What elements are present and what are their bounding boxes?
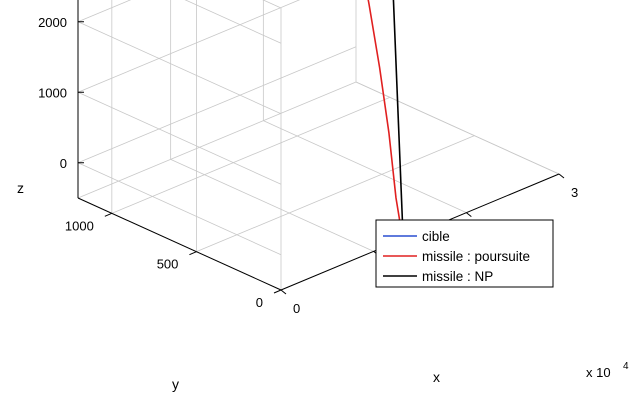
- grid-line-y-floor: [111, 96, 390, 214]
- box-edge: [77, 81, 357, 199]
- grid-line-z-left: [184, 0, 282, 44]
- y-axis-line: [77, 197, 282, 291]
- box-edge: [355, 81, 560, 175]
- y-tick-mark: [104, 212, 113, 217]
- x-tick-label: 0: [293, 301, 300, 316]
- y-tick-label: 0: [256, 295, 263, 310]
- z-tick-label: 1000: [38, 85, 67, 100]
- x-tick-mark: [558, 173, 565, 179]
- y-tick-label: 1000: [65, 218, 94, 233]
- z-tick-label: 2000: [38, 15, 67, 30]
- series-line-missile-poursuite: [367, 0, 405, 243]
- y-tick-mark: [189, 251, 197, 256]
- legend-label: missile : NP: [422, 269, 493, 284]
- y-axis-label: y: [172, 376, 179, 392]
- grid-line-x-floor: [263, 120, 467, 214]
- grid-line-z-back: [77, 0, 301, 93]
- z-tick-label: 0: [60, 156, 67, 171]
- series-line-missile-np: [392, 0, 405, 243]
- y-tick-mark: [273, 289, 282, 294]
- x-tick-label: 3: [571, 185, 578, 200]
- grid-line-z-left: [77, 91, 282, 185]
- box-edge: [262, 0, 282, 9]
- x-tick-mark: [466, 212, 472, 218]
- grid-line-z-left: [77, 162, 282, 256]
- x-exponent: x 10 4: [586, 361, 629, 380]
- legend: cible missile : poursuite missile : NP: [375, 219, 554, 288]
- x-tick-mark: [280, 289, 287, 295]
- x-axis-label: x: [433, 369, 440, 385]
- grid-line-x-floor: [170, 158, 374, 252]
- z-axis-label: z: [17, 180, 24, 196]
- legend-label: missile : poursuite: [422, 249, 530, 264]
- grid-line-z-left: [77, 21, 282, 115]
- y-tick-label: 500: [157, 257, 179, 272]
- grid-line-z-back: [77, 0, 132, 23]
- grid-line-y-floor: [196, 135, 475, 253]
- legend-label: cible: [422, 229, 450, 244]
- x-exponent-power: 4: [623, 361, 629, 372]
- x-exponent-label: x 10: [586, 365, 611, 380]
- grid-line-z-back: [77, 46, 357, 164]
- series-layer: [367, 0, 405, 243]
